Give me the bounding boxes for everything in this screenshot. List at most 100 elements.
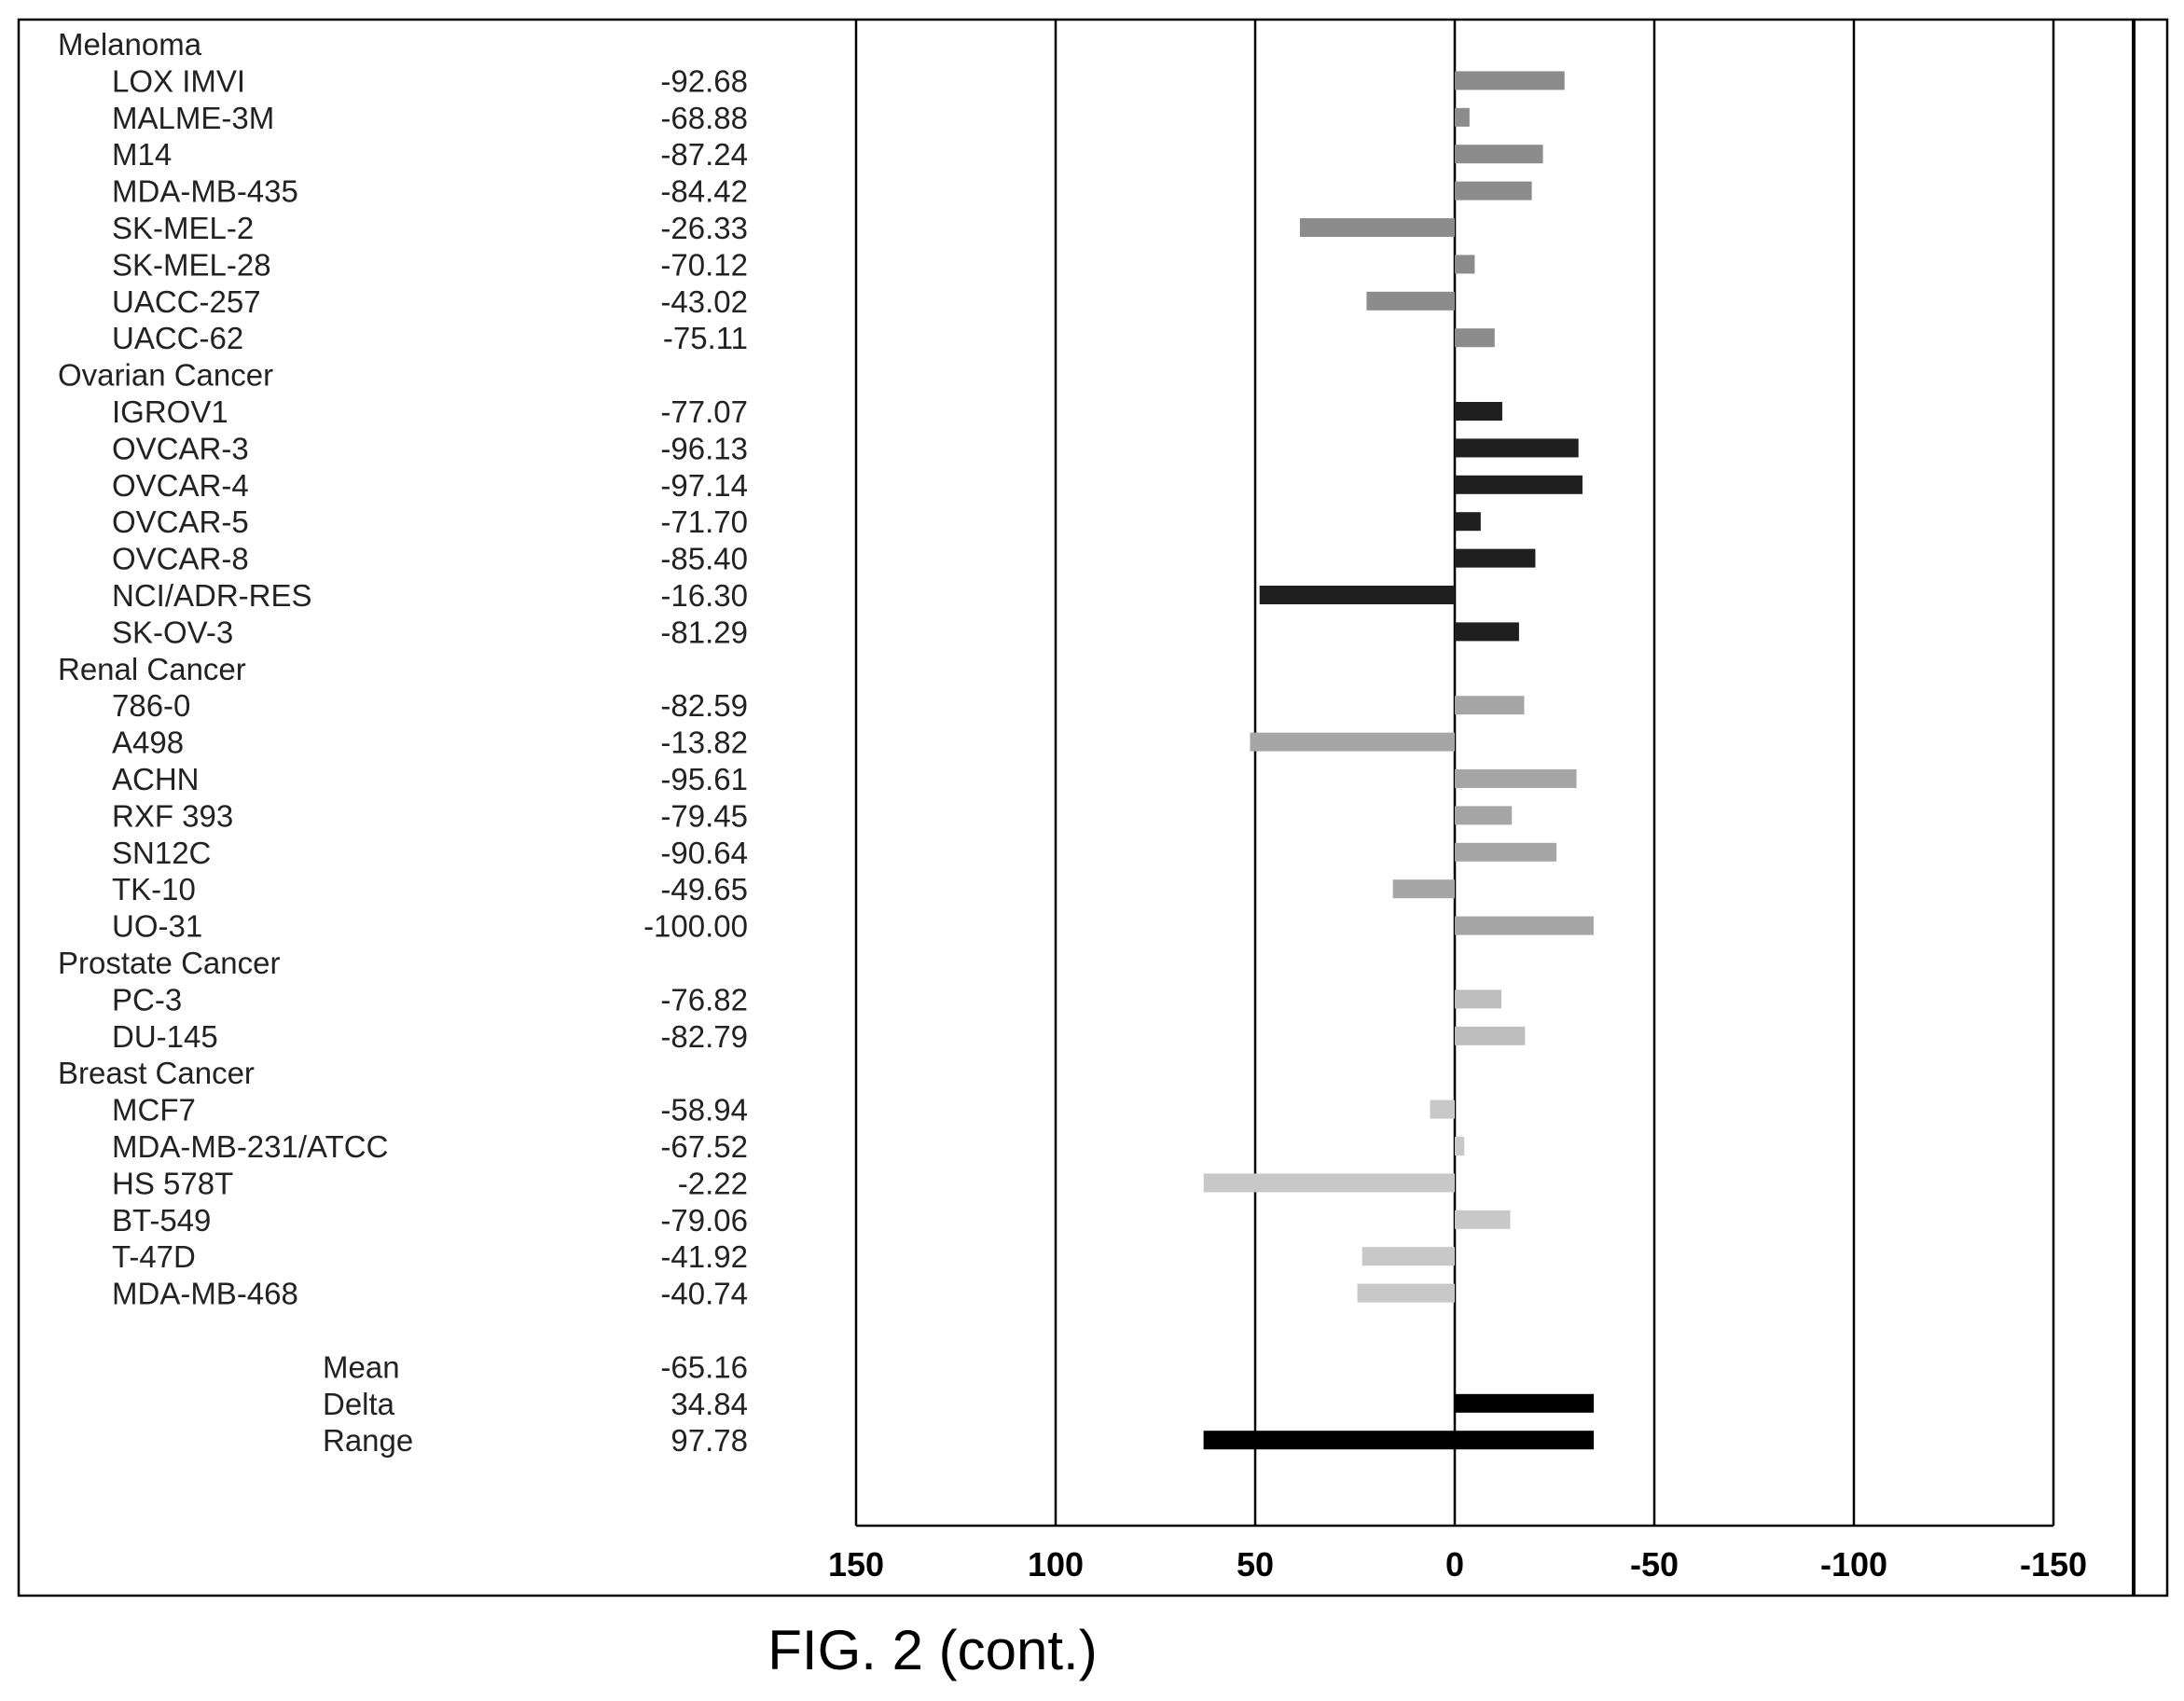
bar bbox=[1455, 107, 1470, 127]
summary-value: 34.84 bbox=[670, 1387, 748, 1421]
cell-line-label: MDA-MB-231/ATCC bbox=[112, 1129, 388, 1164]
bar bbox=[1250, 732, 1455, 752]
bar bbox=[1455, 1210, 1511, 1229]
cell-line-label: M14 bbox=[112, 137, 172, 172]
bar bbox=[1455, 475, 1583, 494]
cell-line-label: T-47D bbox=[112, 1239, 196, 1274]
cell-line-label: OVCAR-3 bbox=[112, 431, 249, 465]
cell-line-value: -75.11 bbox=[663, 321, 748, 355]
x-tick-label: 150 bbox=[828, 1545, 884, 1583]
summary-label: Delta bbox=[323, 1387, 395, 1421]
cell-line-label: OVCAR-4 bbox=[112, 468, 249, 503]
bar bbox=[1455, 1026, 1526, 1045]
group-label: Prostate Cancer bbox=[58, 946, 280, 980]
bar bbox=[1455, 696, 1525, 715]
cell-line-value: -82.59 bbox=[660, 688, 748, 723]
bar bbox=[1362, 1247, 1455, 1266]
bar bbox=[1455, 548, 1536, 568]
group-label: Melanoma bbox=[58, 27, 202, 62]
cell-line-value: -90.64 bbox=[660, 836, 748, 870]
cell-line-value: -71.70 bbox=[660, 505, 748, 539]
summary-value: 97.78 bbox=[670, 1423, 748, 1458]
bar bbox=[1455, 916, 1594, 935]
cell-line-value: -81.29 bbox=[660, 615, 748, 649]
cell-line-value: -96.13 bbox=[660, 431, 748, 465]
summary-label: Mean bbox=[323, 1349, 400, 1384]
bar bbox=[1455, 328, 1495, 348]
cell-line-label: PC-3 bbox=[112, 982, 182, 1016]
cell-line-label: HS 578T bbox=[112, 1166, 233, 1200]
cell-line-label: MALME-3M bbox=[112, 101, 274, 135]
cell-line-value: -77.07 bbox=[660, 394, 748, 429]
x-tick-label: 0 bbox=[1445, 1545, 1464, 1583]
cell-line-label: TK-10 bbox=[112, 872, 196, 906]
cell-line-value: -87.24 bbox=[660, 137, 748, 172]
bar bbox=[1455, 402, 1502, 421]
cell-line-value: -82.79 bbox=[660, 1019, 748, 1054]
bar bbox=[1455, 842, 1557, 862]
cell-line-label: SK-OV-3 bbox=[112, 615, 233, 649]
bar bbox=[1299, 218, 1455, 237]
cell-line-label: SN12C bbox=[112, 836, 211, 870]
figure-caption: FIG. 2 (cont.) bbox=[767, 1619, 1097, 1681]
bar bbox=[1455, 769, 1577, 788]
bar bbox=[1455, 438, 1579, 458]
cell-line-value: -26.33 bbox=[660, 211, 748, 245]
bar bbox=[1430, 1099, 1455, 1119]
cell-line-value: -13.82 bbox=[660, 726, 748, 760]
cell-line-value: -100.00 bbox=[643, 909, 748, 944]
bar bbox=[1455, 622, 1519, 642]
x-tick-label: 100 bbox=[1028, 1545, 1084, 1583]
cell-line-label: UACC-62 bbox=[112, 321, 243, 355]
cell-line-label: LOX IMVI bbox=[112, 63, 245, 98]
bar bbox=[1455, 71, 1565, 90]
x-tick-label: -50 bbox=[1630, 1545, 1679, 1583]
group-label: Breast Cancer bbox=[58, 1056, 255, 1090]
bar bbox=[1455, 512, 1481, 532]
cell-line-label: OVCAR-8 bbox=[112, 542, 249, 576]
bar bbox=[1203, 1173, 1455, 1193]
bar bbox=[1455, 145, 1543, 164]
cell-line-label: UACC-257 bbox=[112, 284, 261, 319]
bar bbox=[1455, 806, 1513, 825]
cell-line-label: NCI/ADR-RES bbox=[112, 578, 312, 613]
cell-line-value: -49.65 bbox=[660, 872, 748, 906]
bar bbox=[1259, 586, 1455, 604]
summary-bar bbox=[1203, 1431, 1595, 1450]
x-tick-label: -150 bbox=[2020, 1545, 2087, 1583]
x-axis: 150 100 50 0 -50 -100 -150 bbox=[828, 1524, 2087, 1583]
bar bbox=[1455, 181, 1532, 201]
cell-line-label: MCF7 bbox=[112, 1093, 196, 1127]
bar bbox=[1392, 879, 1455, 899]
cell-line-label: A498 bbox=[112, 726, 184, 760]
cell-line-value: -92.68 bbox=[660, 63, 748, 98]
cell-line-label: SK-MEL-2 bbox=[112, 211, 254, 245]
cell-line-value: -58.94 bbox=[660, 1093, 748, 1127]
cell-line-value: -85.40 bbox=[660, 542, 748, 576]
x-tick-label: -100 bbox=[1820, 1545, 1887, 1583]
summary-value: -65.16 bbox=[660, 1349, 748, 1384]
cell-line-label: RXF 393 bbox=[112, 798, 233, 833]
cell-line-value: -16.30 bbox=[660, 578, 748, 613]
bar bbox=[1357, 1283, 1455, 1303]
cell-line-value: -67.52 bbox=[660, 1129, 748, 1164]
summary-bar bbox=[1455, 1393, 1595, 1413]
bar bbox=[1366, 291, 1455, 311]
cell-line-value: -76.82 bbox=[660, 982, 748, 1016]
cell-line-value: -2.22 bbox=[678, 1166, 748, 1200]
summary-label: Range bbox=[323, 1423, 413, 1458]
bar bbox=[1455, 989, 1502, 1009]
cell-line-value: -40.74 bbox=[660, 1277, 748, 1311]
group-label: Renal Cancer bbox=[58, 652, 246, 686]
cell-line-value: -79.06 bbox=[660, 1203, 748, 1238]
cell-line-label: MDA-MB-435 bbox=[112, 174, 298, 209]
bar bbox=[1455, 255, 1475, 274]
cell-line-label: ACHN bbox=[112, 762, 200, 796]
cell-line-label: MDA-MB-468 bbox=[112, 1277, 298, 1311]
bars bbox=[1203, 71, 1595, 1450]
bar bbox=[1455, 1137, 1465, 1155]
cell-line-label: SK-MEL-28 bbox=[112, 247, 271, 282]
cell-line-label: IGROV1 bbox=[112, 394, 228, 429]
group-label: Ovarian Cancer bbox=[58, 358, 273, 393]
